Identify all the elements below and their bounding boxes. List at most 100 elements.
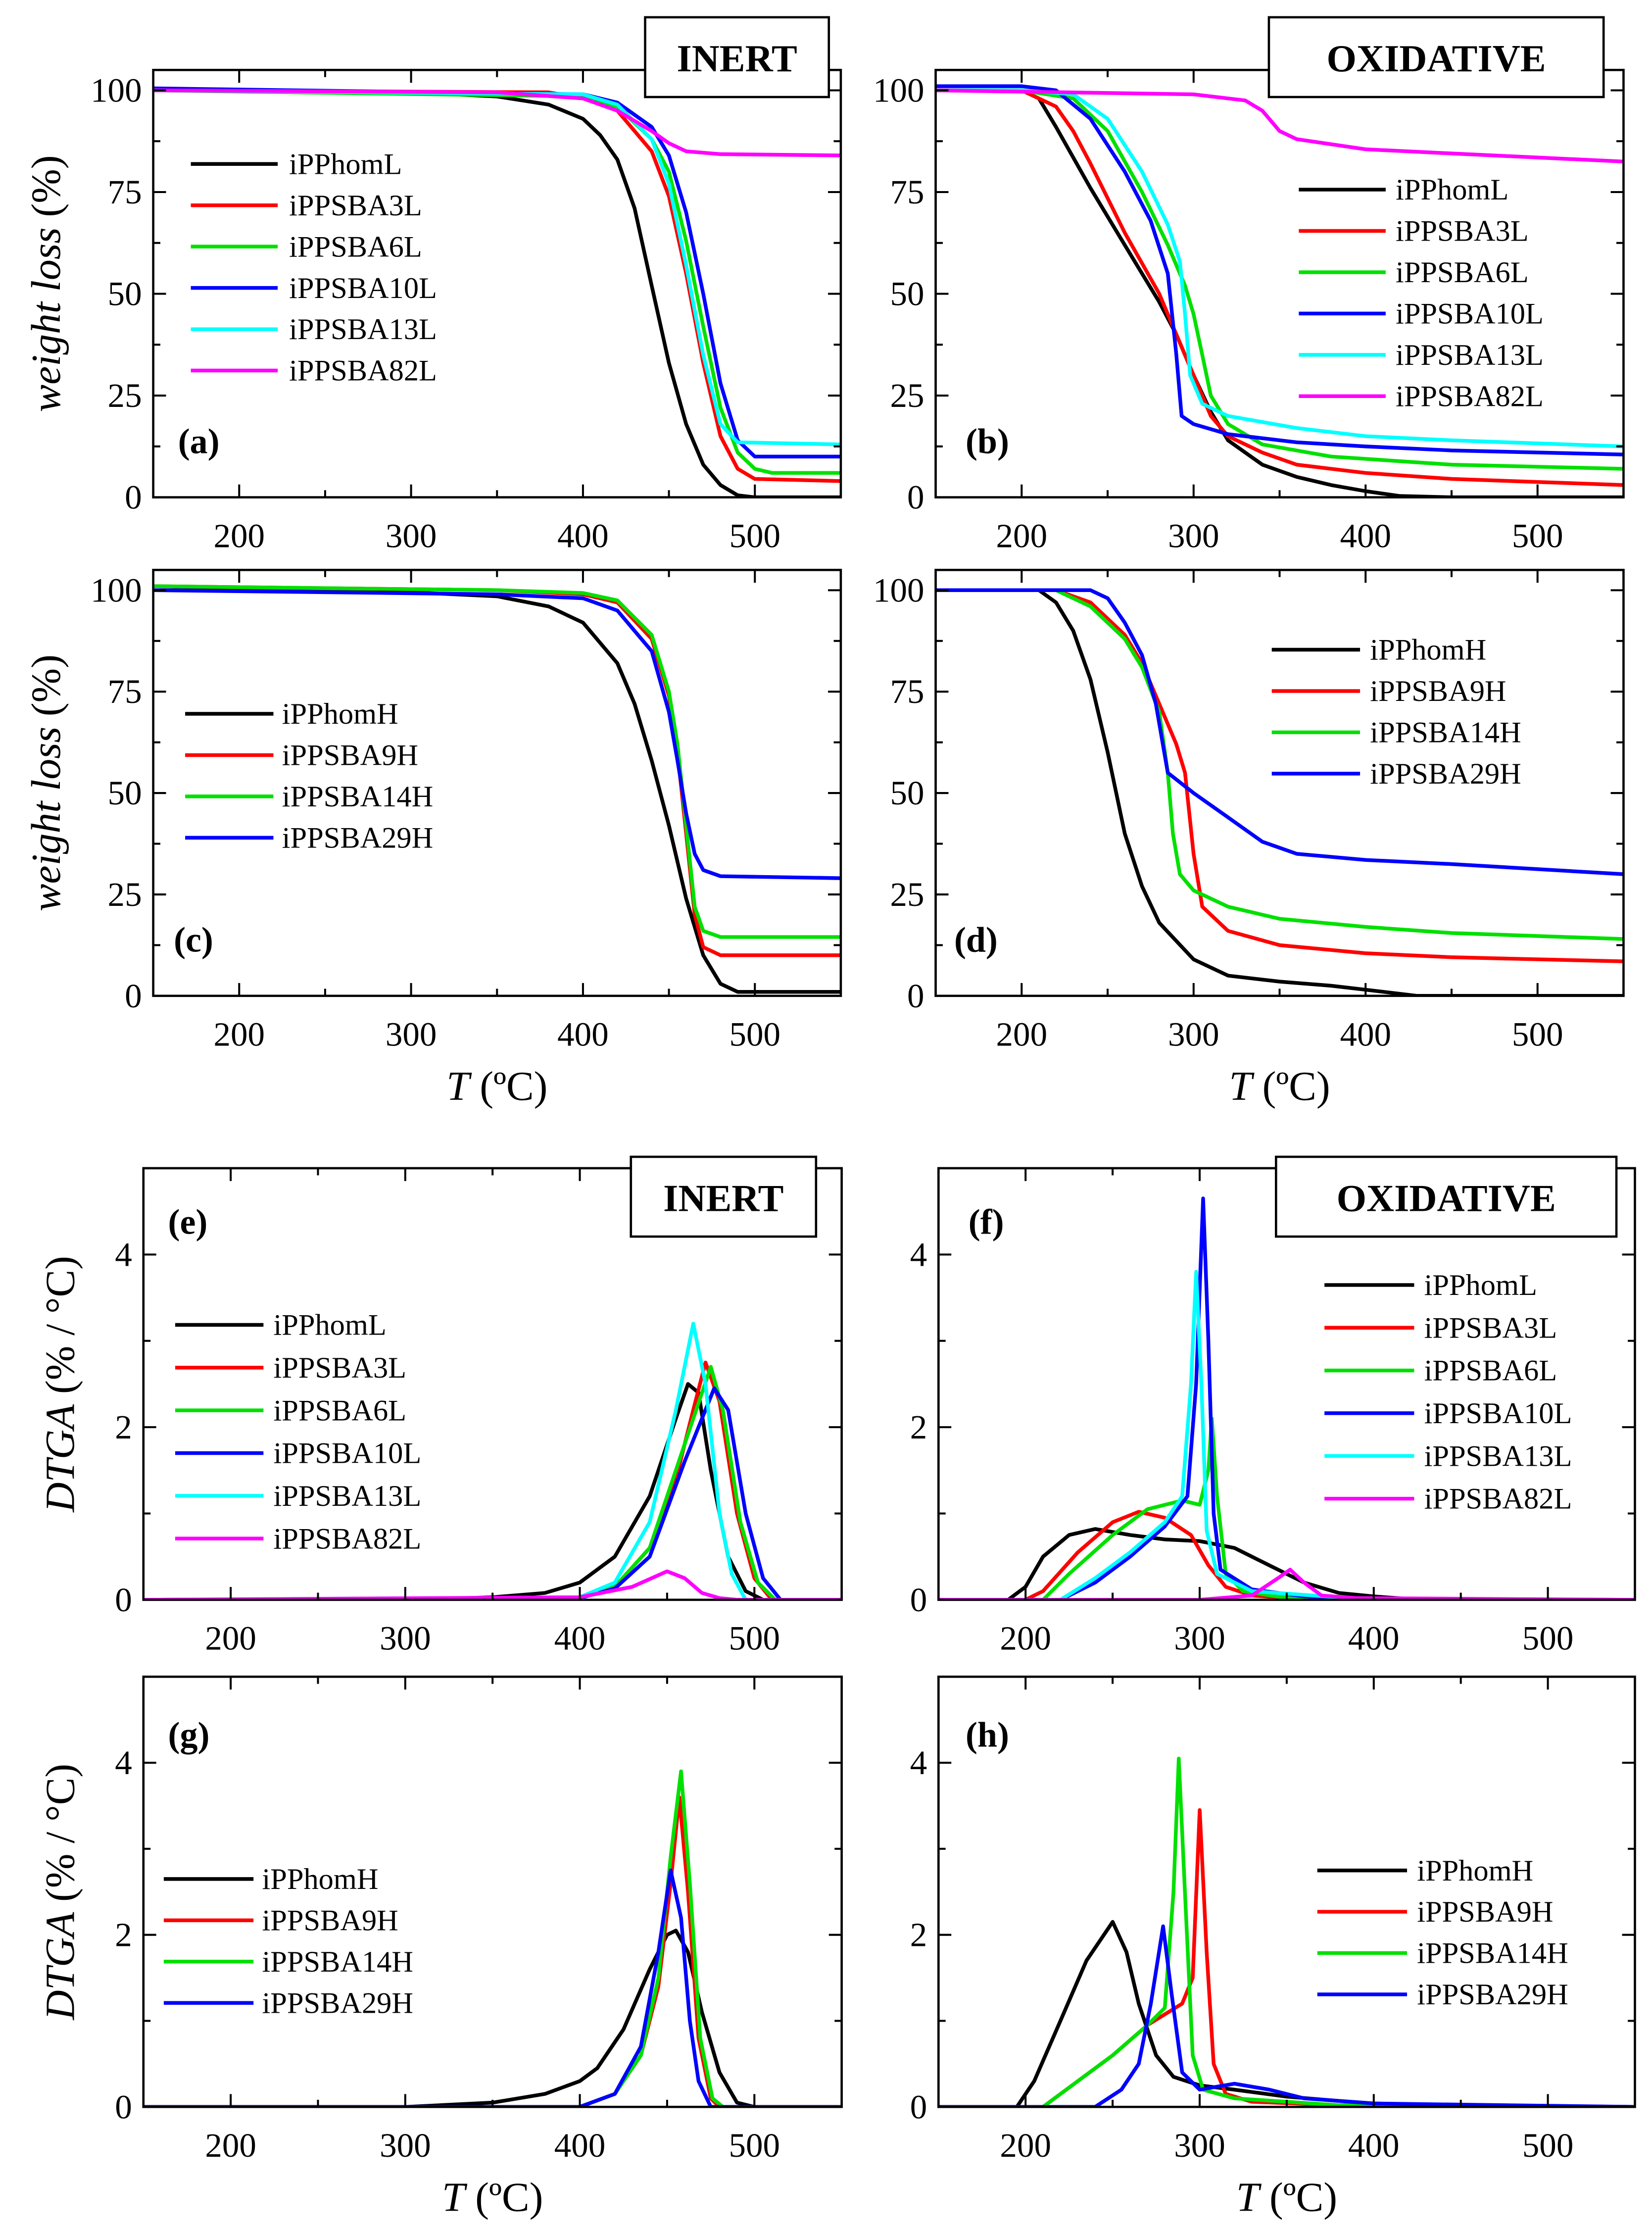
legend-label: iPPSBA9H — [282, 739, 418, 772]
series-line-iPPSBA29H — [938, 1924, 1635, 2107]
legend-item: iPPSBA6L — [175, 1394, 406, 1427]
legend-label: iPPSBA13L — [1396, 339, 1544, 372]
y-tick-label: 0 — [125, 977, 142, 1015]
series-line-iPPSBA13L — [143, 1322, 842, 1600]
y-tick-label: 75 — [108, 672, 142, 710]
series-line-iPPSBA6L — [938, 1416, 1635, 1600]
legend-item: iPPhomH — [163, 1863, 378, 1896]
x-tick-label: 500 — [1512, 1015, 1563, 1053]
x-tick-label: 500 — [1522, 2126, 1574, 2164]
plot-frame — [142, 1675, 843, 2108]
legend-item: iPPSBA29H — [1317, 1978, 1568, 2011]
legend-label: iPPSBA6L — [273, 1394, 406, 1427]
series-line-iPPSBA14H — [938, 1756, 1635, 2107]
y-tick-label: 0 — [907, 478, 924, 516]
legend-item: iPPSBA9H — [163, 1904, 398, 1937]
legend-item: iPPSBA13L — [1324, 1439, 1572, 1473]
legend-label: iPPSBA9H — [262, 1904, 398, 1937]
legend-item: iPPSBA82L — [191, 354, 437, 388]
legend-item: iPPSBA14H — [1317, 1937, 1568, 1970]
legend-item: iPPhomH — [1271, 634, 1486, 667]
series-line-iPPSBA3L — [153, 88, 841, 483]
panel-e: 200 300 400 500 0 2 4 iPPhomL iPPSBA3L iPPSBA6L iP… — [38, 1155, 843, 1657]
series-line-iPPSBA9H — [153, 584, 841, 957]
y-tick-label: 25 — [890, 875, 924, 913]
y-tick-label: 50 — [108, 774, 142, 812]
x-tick-label: 400 — [554, 2126, 606, 2164]
x-tick-label: 400 — [1348, 1619, 1400, 1657]
x-axis-label-unit: (ºC) — [1259, 2175, 1337, 2220]
panel-label: (d) — [954, 920, 998, 960]
legend-label: iPPSBA3L — [1424, 1311, 1557, 1344]
series-line-iPPhomH — [143, 1929, 842, 2107]
legend-label: iPPSBA9H — [1370, 675, 1506, 708]
series-line-iPPSBA6L — [935, 88, 1624, 471]
x-axis-label-italic: T — [442, 2175, 468, 2220]
y-tick-label: 4 — [910, 1235, 927, 1273]
x-axis-label-unit: (ºC) — [465, 2175, 543, 2220]
x-axis-label: T (ºC) — [442, 2175, 543, 2220]
x-axis-label-italic: T — [1236, 2175, 1262, 2220]
legend-item: iPPSBA6L — [1299, 256, 1529, 289]
series-line-iPPSBA82L — [935, 88, 1624, 164]
legend-item: iPPSBA82L — [1324, 1483, 1572, 1516]
legend-label: iPPhomH — [1417, 1854, 1533, 1887]
series-line-iPPSBA6L — [153, 88, 841, 475]
x-tick-label: 200 — [996, 1015, 1048, 1053]
panel-label: (e) — [168, 1202, 208, 1241]
legend-item: iPPSBA10L — [1324, 1397, 1572, 1430]
x-tick-label: 500 — [729, 1619, 780, 1657]
legend-label: iPPSBA14H — [282, 780, 434, 813]
x-tick-label: 200 — [214, 516, 265, 554]
y-axis-label: DTGA (% / °C) — [38, 1764, 84, 2021]
legend-label: iPPhomL — [289, 148, 402, 181]
x-axis-label-italic: T — [446, 1064, 472, 1109]
y-tick-label: 100 — [873, 571, 924, 609]
y-axis-label-italic: weight loss — [24, 227, 69, 412]
y-axis-label-italic: DTGA — [38, 1404, 84, 1513]
series-line-iPPSBA13L — [153, 88, 841, 446]
panel-h: 200 300 400 500 0 2 4 iPPhomH iPPSBA9H iPPSBA14H i… — [910, 1675, 1636, 2220]
legend-item: iPPSBA9H — [1271, 675, 1506, 708]
panel-label: (h) — [966, 1715, 1009, 1754]
legend-item: iPPhomL — [191, 148, 402, 181]
y-axis-label-unit: (%) — [24, 654, 69, 727]
x-tick-label: 400 — [557, 1015, 609, 1053]
legend-label: iPPSBA10L — [289, 272, 437, 305]
x-tick-label: 500 — [1522, 1619, 1574, 1657]
condition-box — [1275, 1155, 1618, 1238]
series-line-iPPhomH — [153, 584, 841, 994]
condition-label: OXIDATIVE — [1326, 37, 1546, 80]
x-tick-label: 400 — [1340, 1015, 1391, 1053]
series-line-iPPSBA14H — [935, 588, 1624, 941]
panel-label: (g) — [168, 1715, 210, 1754]
y-tick-label: 0 — [115, 1581, 132, 1619]
condition-label: INERT — [663, 1177, 783, 1219]
legend-item: iPPhomH — [1317, 1854, 1533, 1887]
legend-item: iPPSBA9H — [185, 739, 418, 772]
legend-label: iPPSBA82L — [273, 1522, 421, 1555]
legend-item: iPPSBA14H — [163, 1945, 413, 1979]
y-tick-label: 4 — [115, 1235, 132, 1273]
x-tick-label: 300 — [1168, 516, 1219, 554]
x-axis-label: T (ºC) — [446, 1064, 547, 1109]
y-axis-label-unit: (% / °C) — [38, 1764, 84, 1912]
legend-label: iPPSBA10L — [273, 1437, 421, 1470]
y-tick-label: 2 — [115, 1408, 132, 1446]
panel-label: (a) — [178, 421, 220, 461]
x-tick-label: 500 — [1512, 516, 1563, 554]
y-axis-label-italic: weight loss — [24, 727, 69, 911]
legend-label: iPPhomL — [1424, 1269, 1537, 1302]
series-line-iPPSBA9H — [143, 1795, 842, 2107]
condition-box — [630, 1155, 818, 1238]
x-tick-label: 500 — [729, 1015, 780, 1053]
x-axis-label: T (ºC) — [1236, 2175, 1337, 2220]
panel-label: (f) — [969, 1202, 1004, 1241]
x-tick-label: 300 — [1174, 2126, 1225, 2164]
plot-frame — [152, 69, 842, 498]
series-line-iPPSBA3L — [935, 88, 1624, 487]
legend-label: iPPSBA82L — [1424, 1483, 1572, 1516]
series-line-iPPhomL — [938, 1527, 1635, 1600]
x-tick-label: 500 — [729, 2126, 780, 2164]
